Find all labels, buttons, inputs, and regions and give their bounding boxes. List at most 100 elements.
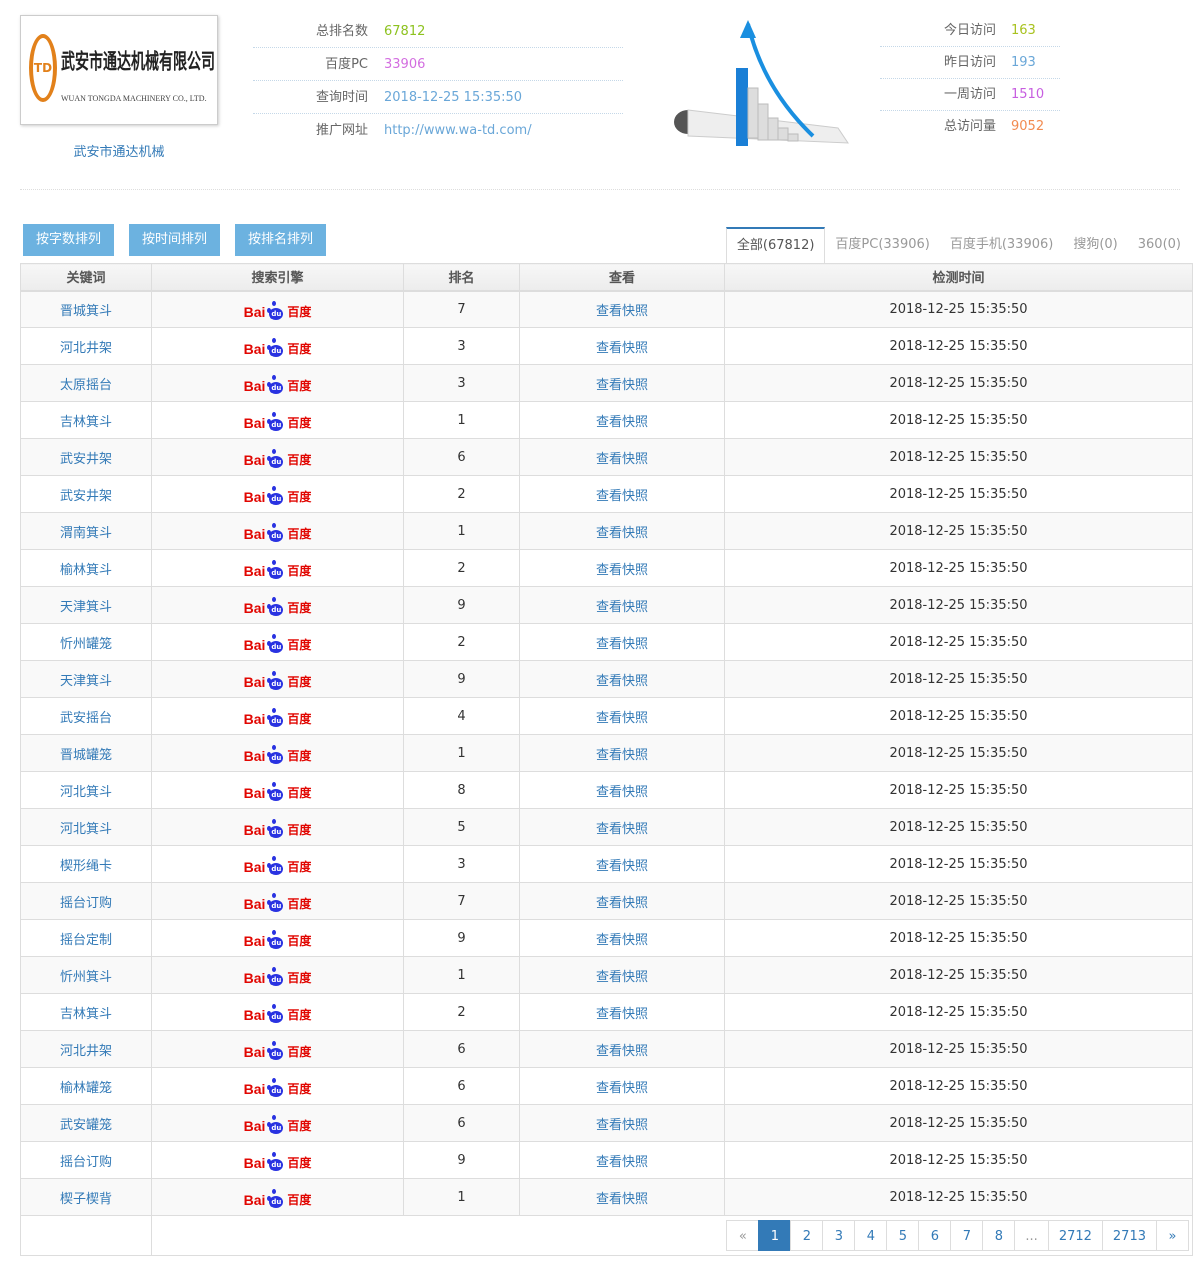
view-snapshot-link[interactable]: 查看快照 (595, 1117, 648, 1133)
keyword-link[interactable]: 河北井架 (59, 340, 112, 356)
view-snapshot-link[interactable]: 查看快照 (595, 562, 648, 578)
view-snapshot-link[interactable]: 查看快照 (595, 636, 648, 652)
baidu-logo-text: 百度 (287, 600, 312, 615)
keyword-link[interactable]: 吉林箕斗 (59, 1006, 112, 1022)
pagination-page[interactable]: 2 (790, 1220, 824, 1251)
keyword-link[interactable]: 摇台订购 (59, 895, 112, 911)
keyword-link[interactable]: 晋城箕斗 (59, 303, 112, 319)
keyword-link[interactable]: 武安摇台 (59, 710, 112, 726)
keyword-link[interactable]: 河北箕斗 (59, 784, 112, 800)
pagination-page[interactable]: 2713 (1101, 1220, 1157, 1251)
check-time-cell: 2018-12-25 15:35:50 (724, 475, 1193, 513)
keyword-link[interactable]: 武安罐笼 (59, 1117, 112, 1133)
keyword-cell: 楔形绳卡 (20, 845, 152, 883)
info-value[interactable]: http://www.wa-td.com/ (384, 123, 532, 138)
view-snapshot-link[interactable]: 查看快照 (595, 414, 648, 430)
visit-value: 9052 (1011, 119, 1045, 134)
keyword-link[interactable]: 河北井架 (59, 1043, 112, 1059)
info-label: 百度PC (325, 57, 368, 72)
tab-baidu-mobile[interactable]: 百度手机(33906) (949, 237, 1054, 252)
pagination-page[interactable]: 2712 (1047, 1220, 1103, 1251)
engine-cell: Bai du 百度 (151, 401, 404, 439)
pagination-page[interactable]: 7 (950, 1220, 984, 1251)
keyword-link[interactable]: 忻州罐笼 (59, 636, 112, 652)
tab-360[interactable]: 360(0) (1137, 237, 1181, 252)
view-snapshot-link[interactable]: 查看快照 (595, 747, 648, 763)
baidu-logo-text: 百度 (287, 637, 312, 652)
view-snapshot-link[interactable]: 查看快照 (595, 710, 648, 726)
tab-baidu-pc[interactable]: 百度PC(33906) (835, 237, 930, 252)
info-row: 百度PC 33906 (253, 48, 623, 81)
baidu-paw-icon: du (266, 633, 286, 653)
engine-cell: Bai du 百度 (151, 1104, 404, 1142)
visit-value: 163 (1011, 23, 1036, 38)
pagination-page[interactable]: 8 (982, 1220, 1016, 1251)
pagination-next[interactable]: » (1156, 1220, 1189, 1251)
view-snapshot-link[interactable]: 查看快照 (595, 1006, 648, 1022)
pagination-page[interactable]: 4 (854, 1220, 888, 1251)
check-time-cell: 2018-12-25 15:35:50 (724, 734, 1193, 772)
view-snapshot-link[interactable]: 查看快照 (595, 377, 648, 393)
view-snapshot-link[interactable]: 查看快照 (595, 1043, 648, 1059)
keyword-link[interactable]: 河北箕斗 (59, 821, 112, 837)
keyword-link[interactable]: 武安井架 (59, 488, 112, 504)
snapshot-cell: 查看快照 (519, 1030, 725, 1068)
view-snapshot-link[interactable]: 查看快照 (595, 895, 648, 911)
pagination-page[interactable]: 1 (758, 1220, 792, 1251)
view-snapshot-link[interactable]: 查看快照 (595, 451, 648, 467)
view-snapshot-link[interactable]: 查看快照 (595, 340, 648, 356)
sort-by-time-button[interactable]: 按时间排列 (129, 224, 220, 256)
company-name-link[interactable]: 武安市通达机械 (73, 145, 165, 160)
snapshot-cell: 查看快照 (519, 549, 725, 587)
keyword-link[interactable]: 武安井架 (59, 451, 112, 467)
keyword-link[interactable]: 天津箕斗 (59, 599, 112, 615)
view-snapshot-link[interactable]: 查看快照 (595, 525, 648, 541)
keyword-link[interactable]: 楔形绳卡 (59, 858, 112, 874)
baidu-paw-icon: du (266, 929, 286, 949)
keyword-link[interactable]: 忻州箕斗 (59, 969, 112, 985)
rank-cell: 2 (403, 623, 520, 661)
baidu-paw-icon: du (266, 670, 286, 690)
snapshot-cell: 查看快照 (519, 1104, 725, 1142)
keyword-link[interactable]: 榆林箕斗 (59, 562, 112, 578)
view-snapshot-link[interactable]: 查看快照 (595, 673, 648, 689)
baidu-logo-icon: Bai du 百度 (244, 1186, 311, 1208)
keyword-cell: 摇台订购 (20, 882, 152, 920)
keyword-link[interactable]: 摇台订购 (59, 1154, 112, 1170)
sort-by-rank-button[interactable]: 按排名排列 (235, 224, 326, 256)
view-snapshot-link[interactable]: 查看快照 (595, 599, 648, 615)
baidu-logo-text: 百度 (287, 526, 312, 541)
view-snapshot-link[interactable]: 查看快照 (595, 303, 648, 319)
view-snapshot-link[interactable]: 查看快照 (595, 784, 648, 800)
view-snapshot-link[interactable]: 查看快照 (595, 488, 648, 504)
view-snapshot-link[interactable]: 查看快照 (595, 969, 648, 985)
tab-all[interactable]: 全部(67812) (725, 227, 826, 263)
sort-by-length-button[interactable]: 按字数排列 (23, 224, 114, 256)
info-value: 2018-12-25 15:35:50 (384, 90, 523, 105)
keyword-link[interactable]: 吉林箕斗 (59, 414, 112, 430)
baidu-logo-icon: Bai du 百度 (244, 927, 311, 949)
view-snapshot-link[interactable]: 查看快照 (595, 1154, 648, 1170)
engine-cell: Bai du 百度 (151, 1067, 404, 1105)
keyword-link[interactable]: 天津箕斗 (59, 673, 112, 689)
keyword-link[interactable]: 晋城罐笼 (59, 747, 112, 763)
view-snapshot-link[interactable]: 查看快照 (595, 932, 648, 948)
rank-cell: 2 (403, 549, 520, 587)
pagination-prev[interactable]: « (726, 1220, 760, 1251)
view-snapshot-link[interactable]: 查看快照 (595, 1080, 648, 1096)
keyword-link[interactable]: 楔子楔背 (59, 1191, 112, 1207)
pagination-page[interactable]: 3 (822, 1220, 856, 1251)
view-snapshot-link[interactable]: 查看快照 (595, 1191, 648, 1207)
keyword-link[interactable]: 太原摇台 (59, 377, 112, 393)
keyword-link[interactable]: 渭南箕斗 (59, 525, 112, 541)
pagination-page[interactable]: 5 (886, 1220, 920, 1251)
pagination-page[interactable]: 6 (918, 1220, 952, 1251)
keyword-link[interactable]: 榆林罐笼 (59, 1080, 112, 1096)
tab-sogou[interactable]: 搜狗(0) (1073, 237, 1118, 252)
keyword-cell: 忻州罐笼 (20, 623, 152, 661)
view-snapshot-link[interactable]: 查看快照 (595, 858, 648, 874)
engine-cell: Bai du 百度 (151, 512, 404, 550)
keyword-link[interactable]: 摇台定制 (59, 932, 112, 948)
view-snapshot-link[interactable]: 查看快照 (595, 821, 648, 837)
engine-cell: Bai du 百度 (151, 919, 404, 957)
